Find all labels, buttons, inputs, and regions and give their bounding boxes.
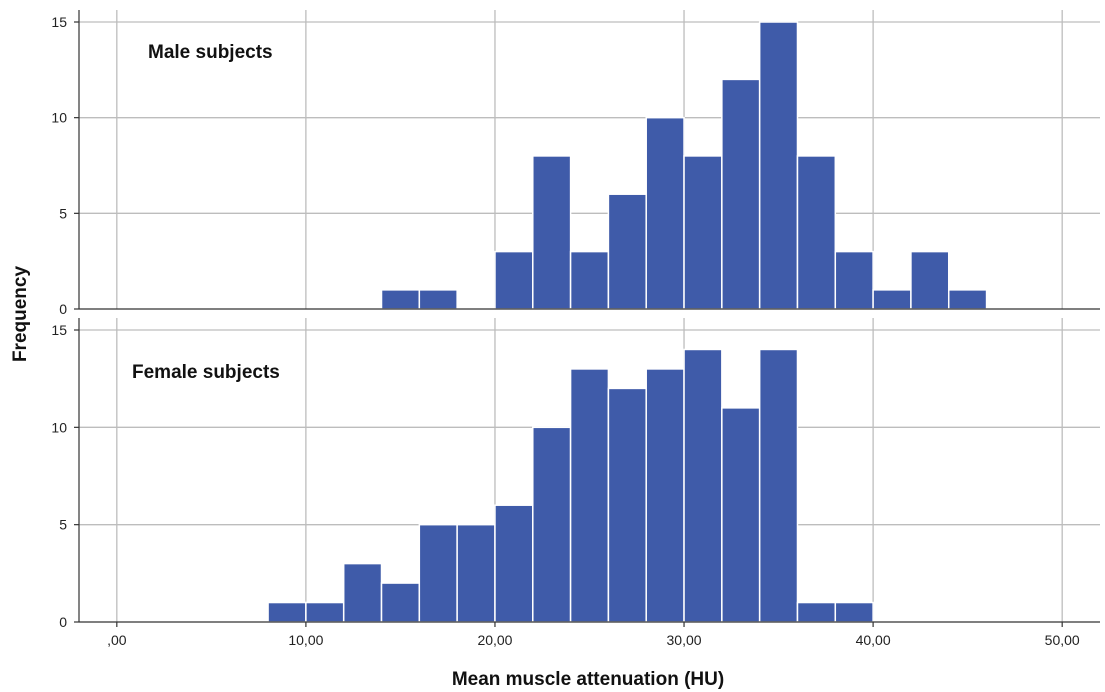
histogram-bar [947, 289, 988, 310]
y-axis-title: Frequency [10, 266, 31, 363]
x-axis-title: Mean muscle attenuation (HU) [452, 669, 724, 690]
histogram-bar [418, 523, 458, 623]
y-tick-label: 10 [51, 110, 67, 126]
histogram-bar [532, 426, 572, 623]
y-tick-label: 15 [51, 322, 67, 338]
histogram-bar [569, 250, 610, 310]
y-tick-label: 15 [51, 14, 67, 30]
histogram-bar [380, 289, 421, 310]
histogram-bar [418, 289, 458, 310]
histogram-bar [342, 562, 383, 623]
histogram-bar [456, 523, 496, 623]
histogram-bar [758, 21, 799, 310]
histogram-bar [758, 348, 799, 623]
x-axis: ,00 10,00 20,00 30,00 40,00 50,00 [107, 622, 1080, 648]
histogram-bar [267, 601, 307, 623]
panel-label: Female subjects [132, 362, 280, 383]
histogram-bar [494, 250, 534, 310]
histogram-bar [645, 116, 685, 310]
histogram-bar [607, 387, 647, 623]
female-subjects-panel: 0 5 10 15 Female subjects [51, 318, 1100, 630]
y-tick-label: 0 [59, 301, 67, 317]
male-subjects-panel: 0 5 10 15 Male subjects [51, 10, 1100, 317]
x-tick-label: 40,00 [856, 632, 891, 648]
histogram-bar [910, 250, 950, 310]
x-tick-label: 30,00 [667, 632, 702, 648]
histogram-bar [796, 155, 837, 310]
x-tick-label: 20,00 [477, 632, 512, 648]
y-tick-label: 5 [59, 205, 67, 221]
histogram-bar [569, 368, 610, 623]
histogram-bar [683, 155, 723, 310]
histogram-bar [721, 78, 761, 310]
histogram-bar [872, 289, 912, 310]
panel-label: Male subjects [148, 42, 273, 63]
histogram-bar [721, 407, 761, 623]
histogram-bar [834, 250, 874, 310]
histogram-bar [607, 193, 647, 310]
histogram-bar [494, 504, 534, 623]
y-tick-label: 0 [59, 614, 67, 630]
histogram-bar [380, 582, 421, 623]
histogram-bar [834, 601, 874, 623]
y-tick-label: 5 [59, 517, 67, 533]
x-tick-label: ,00 [107, 632, 127, 648]
histogram-bar [683, 348, 723, 623]
x-tick-label: 10,00 [288, 632, 323, 648]
histogram-bar [532, 155, 572, 310]
histogram-bar [796, 601, 837, 623]
x-tick-label: 50,00 [1045, 632, 1080, 648]
y-tick-label: 10 [51, 419, 67, 435]
histogram-bar [645, 368, 685, 623]
histogram-bar [305, 601, 345, 623]
